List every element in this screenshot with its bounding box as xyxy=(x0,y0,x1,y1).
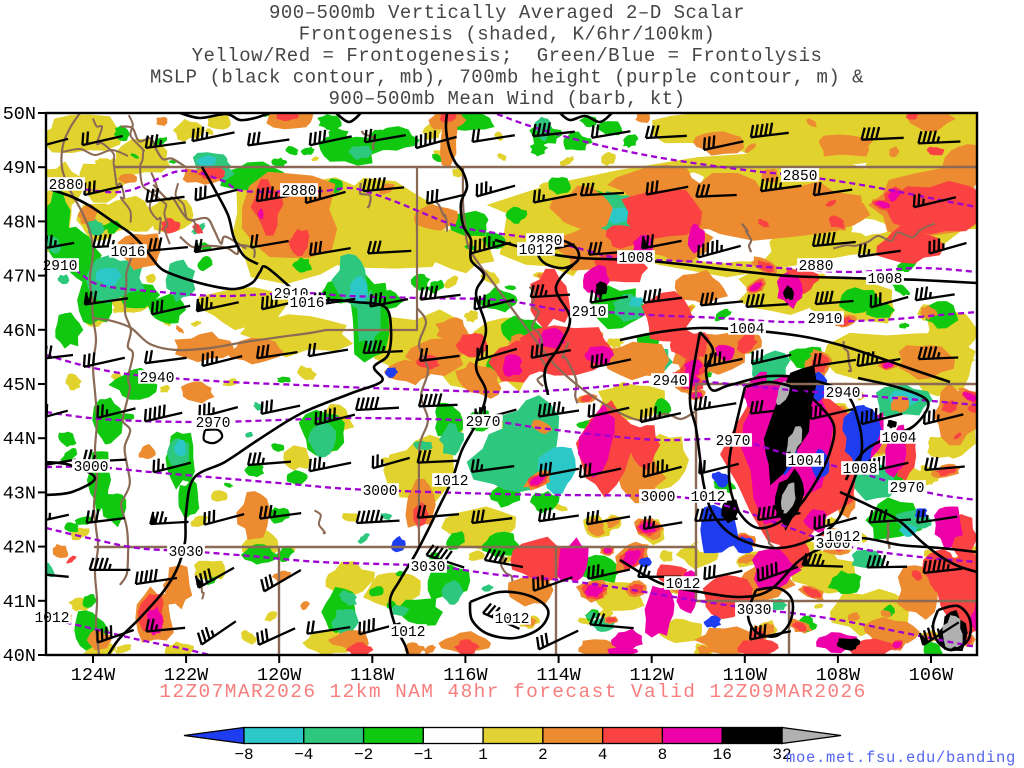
svg-text:−2: −2 xyxy=(354,746,373,764)
svg-text:1012: 1012 xyxy=(434,474,469,490)
svg-text:108W: 108W xyxy=(816,665,861,686)
svg-text:106W: 106W xyxy=(909,665,954,686)
svg-text:120W: 120W xyxy=(257,665,302,686)
svg-text:32: 32 xyxy=(772,746,791,764)
svg-text:48N: 48N xyxy=(3,212,36,233)
svg-text:MSLP (black contour, mb), 700m: MSLP (black contour, mb), 700mb height (… xyxy=(150,67,864,89)
svg-text:47N: 47N xyxy=(3,267,36,288)
svg-text:2940: 2940 xyxy=(826,386,861,402)
svg-text:50N: 50N xyxy=(3,104,36,125)
svg-text:2: 2 xyxy=(538,746,548,764)
svg-text:124W: 124W xyxy=(71,665,116,686)
svg-text:40N: 40N xyxy=(3,646,36,667)
svg-text:2940: 2940 xyxy=(653,374,688,390)
svg-text:1004: 1004 xyxy=(882,431,917,447)
svg-text:3000: 3000 xyxy=(363,484,398,500)
svg-text:12Z07MAR2026 12km NAM 48hr for: 12Z07MAR2026 12km NAM 48hr forecast Vali… xyxy=(159,681,867,703)
svg-text:2880: 2880 xyxy=(49,178,84,194)
svg-text:2910: 2910 xyxy=(808,312,843,328)
svg-text:110W: 110W xyxy=(723,665,768,686)
svg-text:3000: 3000 xyxy=(74,460,109,476)
svg-text:114W: 114W xyxy=(536,665,581,686)
svg-text:16: 16 xyxy=(713,746,732,764)
svg-text:2910: 2910 xyxy=(572,305,607,321)
svg-text:Yellow/Red = Frontogenesis; G: Yellow/Red = Frontogenesis; Green/Blue =… xyxy=(192,45,823,67)
svg-text:1016: 1016 xyxy=(290,296,325,312)
svg-text:Frontogenesis (shaded, K/6hr/1: Frontogenesis (shaded, K/6hr/100km) xyxy=(299,24,716,46)
svg-text:112W: 112W xyxy=(629,665,674,686)
svg-text:2850: 2850 xyxy=(783,169,818,185)
svg-text:2970: 2970 xyxy=(890,481,925,497)
svg-text:41N: 41N xyxy=(3,592,36,613)
svg-text:1016: 1016 xyxy=(111,245,146,261)
svg-text:45N: 45N xyxy=(3,375,36,396)
svg-text:moe.met.fsu.edu/banding: moe.met.fsu.edu/banding xyxy=(786,749,1016,767)
svg-text:1012: 1012 xyxy=(691,490,726,506)
svg-text:49N: 49N xyxy=(3,158,36,179)
svg-text:1008: 1008 xyxy=(868,272,903,288)
svg-text:2970: 2970 xyxy=(196,416,231,432)
svg-text:4: 4 xyxy=(598,746,608,764)
svg-text:2940: 2940 xyxy=(140,371,175,387)
svg-text:1012: 1012 xyxy=(391,625,426,641)
svg-text:2910: 2910 xyxy=(43,259,78,275)
svg-text:900–500mb Vertically Averaged: 900–500mb Vertically Averaged 2–D Scalar xyxy=(269,2,745,24)
svg-text:1012: 1012 xyxy=(495,612,530,628)
svg-text:46N: 46N xyxy=(3,321,36,342)
svg-text:1012: 1012 xyxy=(35,611,70,627)
svg-text:122W: 122W xyxy=(164,665,209,686)
svg-text:43N: 43N xyxy=(3,483,36,504)
svg-text:2880: 2880 xyxy=(799,259,834,275)
svg-text:42N: 42N xyxy=(3,538,36,559)
svg-text:−4: −4 xyxy=(294,746,313,764)
svg-text:116W: 116W xyxy=(443,665,488,686)
svg-text:1008: 1008 xyxy=(843,462,878,478)
svg-text:3030: 3030 xyxy=(411,560,446,576)
svg-text:2970: 2970 xyxy=(466,415,501,431)
svg-text:−1: −1 xyxy=(414,746,433,764)
svg-text:3000: 3000 xyxy=(641,490,676,506)
svg-text:−8: −8 xyxy=(234,746,253,764)
svg-text:44N: 44N xyxy=(3,429,36,450)
svg-text:1004: 1004 xyxy=(730,322,765,338)
svg-text:1008: 1008 xyxy=(619,251,654,267)
svg-text:2970: 2970 xyxy=(716,434,751,450)
svg-text:1012: 1012 xyxy=(826,530,861,546)
svg-text:2880: 2880 xyxy=(282,184,317,200)
svg-text:1012: 1012 xyxy=(666,577,701,593)
svg-text:900–500mb Mean Wind (barb, kt): 900–500mb Mean Wind (barb, kt) xyxy=(328,88,685,110)
svg-text:118W: 118W xyxy=(350,665,395,686)
svg-text:3030: 3030 xyxy=(737,603,772,619)
svg-text:1004: 1004 xyxy=(788,454,823,470)
svg-text:3030: 3030 xyxy=(169,545,204,561)
svg-text:8: 8 xyxy=(658,746,668,764)
svg-text:1: 1 xyxy=(478,746,488,764)
svg-text:1012: 1012 xyxy=(519,243,554,259)
